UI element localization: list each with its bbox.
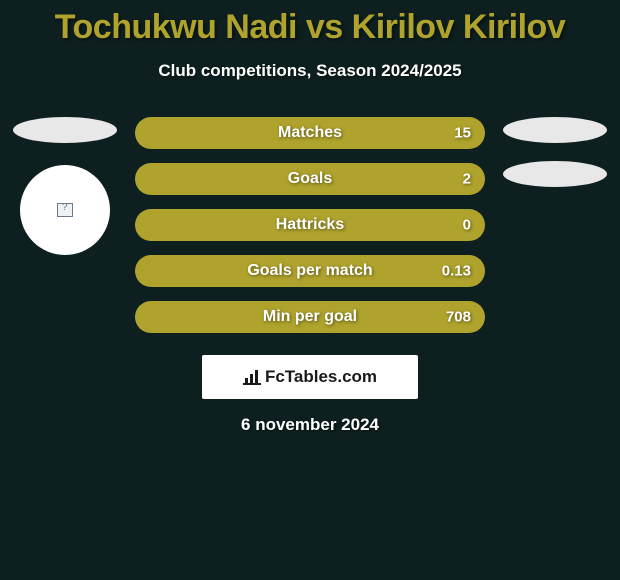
- stat-bar-label: Min per goal: [263, 308, 357, 326]
- stat-bar-value: 15: [454, 125, 471, 142]
- left-player-column: [13, 117, 117, 255]
- stat-bars: Matches 15 Goals 2 Hattricks 0 Goals per match…: [135, 117, 485, 333]
- stat-bar-label: Matches: [278, 124, 342, 142]
- widget-container: Tochukwu Nadi vs Kirilov Kirilov Club co…: [0, 0, 620, 580]
- stat-bar-value: 0: [463, 217, 471, 234]
- chart-icon: [243, 369, 261, 385]
- stat-bar-label: Goals: [288, 170, 332, 188]
- stat-bar-value: 0.13: [442, 263, 471, 280]
- attribution-text: FcTables.com: [265, 367, 377, 387]
- stat-bar-label: Goals per match: [247, 262, 372, 280]
- date-text: 6 november 2024: [0, 415, 620, 435]
- right-ellipse-1: [503, 117, 607, 143]
- stat-bar: Hattricks 0: [135, 209, 485, 241]
- stat-bar: Goals 2: [135, 163, 485, 195]
- right-ellipse-2: [503, 161, 607, 187]
- page-subtitle: Club competitions, Season 2024/2025: [0, 61, 620, 81]
- page-title: Tochukwu Nadi vs Kirilov Kirilov: [0, 0, 620, 47]
- stat-bar: Goals per match 0.13: [135, 255, 485, 287]
- image-placeholder-icon: [57, 203, 73, 217]
- stat-bar: Min per goal 708: [135, 301, 485, 333]
- stat-bar: Matches 15: [135, 117, 485, 149]
- stat-bar-value: 2: [463, 171, 471, 188]
- attribution-badge[interactable]: FcTables.com: [202, 355, 418, 399]
- stat-bar-value: 708: [446, 309, 471, 326]
- left-avatar-circle: [20, 165, 110, 255]
- stat-bar-label: Hattricks: [276, 216, 344, 234]
- main-row: Matches 15 Goals 2 Hattricks 0 Goals per match…: [0, 117, 620, 333]
- right-player-column: [503, 117, 607, 187]
- left-ellipse-1: [13, 117, 117, 143]
